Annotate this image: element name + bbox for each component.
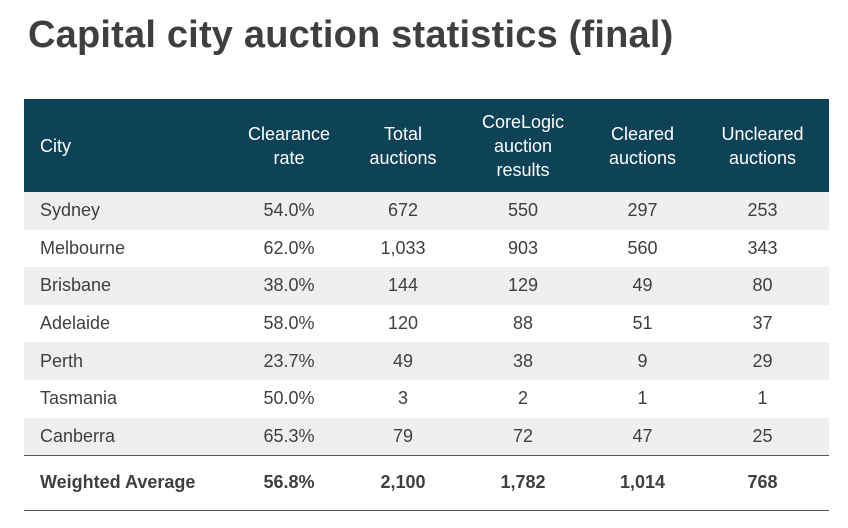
cell-corelogic-results: 550 — [507, 200, 539, 221]
cell-corelogic-results: 903 — [507, 237, 539, 258]
cell-clearance-rate: 23.7% — [263, 350, 315, 371]
cell-total-auctions: 1,033 — [380, 237, 426, 258]
cell-cleared-auctions: 9 — [637, 350, 648, 371]
cell-total-auctions: 3 — [397, 388, 408, 409]
table-row: Sydney 54.0% 672 550 297 253 — [24, 192, 829, 230]
cell-city: Adelaide — [40, 313, 111, 334]
column-header-line: rate — [273, 147, 305, 168]
column-header-clearance-rate: Clearance rate — [229, 99, 349, 192]
total-cell-clearance-rate: 56.8% — [229, 454, 349, 511]
total-cell-corelogic-results: 1,782 — [457, 454, 589, 511]
cell-total-auctions: 144 — [387, 275, 419, 296]
column-header-line: City — [40, 135, 71, 156]
cell-corelogic-results: 2 — [517, 388, 528, 409]
column-header-city: City — [24, 99, 229, 192]
column-header-total-auctions: Total auctions — [349, 99, 457, 192]
column-header-line: Cleared — [610, 123, 675, 144]
weighted-average-row: Weighted Average 56.8% 2,100 1,782 1,014 768 — [24, 454, 829, 511]
column-header-line: Clearance — [247, 123, 331, 144]
column-header-line: auction — [493, 135, 553, 156]
column-header-uncleared-auctions: Uncleared auctions — [696, 99, 829, 192]
column-header-cleared-auctions: Cleared auctions — [589, 99, 696, 192]
cell-uncleared-auctions: 37 — [752, 313, 773, 334]
cell-cleared-auctions: 560 — [627, 237, 658, 258]
table-footer: Weighted Average 56.8% 2,100 1,782 1,014 768 — [24, 454, 829, 511]
cell-uncleared-auctions: 343 — [747, 237, 778, 258]
cell-uncleared-auctions: 253 — [747, 200, 778, 221]
table-header: City Clearance rate Total auctions CoreLogic a… — [24, 99, 829, 192]
table-body: Sydney 54.0% 672 550 297 253 Melbourne 62.0% 1,0… — [24, 192, 829, 456]
cell-total-auctions: 120 — [387, 313, 419, 334]
column-header-line: results — [496, 159, 550, 180]
cell-cleared-auctions: 297 — [627, 200, 658, 221]
cell-uncleared-auctions: 80 — [752, 275, 773, 296]
cell-cleared-auctions: 47 — [632, 425, 653, 446]
cell-clearance-rate: 62.0% — [263, 237, 315, 258]
cell-city: Sydney — [40, 200, 101, 221]
table-row: Adelaide 58.0% 120 88 51 37 — [24, 304, 829, 343]
column-header-line: Total — [383, 123, 423, 144]
cell-total-auctions: 49 — [392, 350, 414, 371]
column-header-line: auctions — [728, 147, 797, 168]
table-row: Brisbane 38.0% 144 129 49 80 — [24, 267, 829, 305]
cell-total-auctions: 672 — [387, 200, 419, 221]
cell-city: Canberra — [40, 425, 116, 446]
table-row: Perth 23.7% 49 38 9 29 — [24, 342, 829, 380]
cell-total-auctions: 79 — [392, 425, 414, 446]
cell-corelogic-results: 88 — [512, 313, 534, 334]
column-header-corelogic-results: CoreLogic auction results — [457, 99, 589, 192]
cell-city: Brisbane — [40, 275, 112, 296]
cell-clearance-rate: 65.3% — [263, 425, 315, 446]
cell-clearance-rate: 50.0% — [263, 388, 315, 409]
cell-city: Melbourne — [40, 237, 126, 258]
total-cell-uncleared-auctions: 768 — [696, 454, 829, 511]
cell-corelogic-results: 38 — [512, 350, 534, 371]
total-cell-city: Weighted Average — [24, 454, 229, 511]
cell-uncleared-auctions: 1 — [757, 388, 768, 409]
total-cell-total-auctions: 2,100 — [349, 454, 457, 511]
column-header-line: Uncleared — [721, 123, 804, 144]
table-row: Canberra 65.3% 79 72 47 25 — [24, 417, 829, 456]
page-title: Capital city auction statistics (final) — [28, 14, 674, 56]
cell-clearance-rate: 58.0% — [263, 313, 315, 334]
cell-cleared-auctions: 49 — [632, 275, 653, 296]
cell-uncleared-auctions: 29 — [752, 350, 773, 371]
column-header-line: CoreLogic — [481, 111, 565, 132]
cell-clearance-rate: 54.0% — [263, 200, 315, 221]
cell-uncleared-auctions: 25 — [752, 425, 773, 446]
cell-city: Perth — [40, 350, 84, 371]
auction-stats-table: City Clearance rate Total auctions CoreLogic a… — [24, 99, 829, 511]
column-header-line: auctions — [608, 147, 677, 168]
cell-corelogic-results: 129 — [507, 275, 539, 296]
table-row: Melbourne 62.0% 1,033 903 560 343 — [24, 229, 829, 268]
column-header-line: auctions — [369, 147, 437, 168]
cell-city: Tasmania — [40, 388, 118, 409]
cell-corelogic-results: 72 — [512, 425, 534, 446]
table-row: Tasmania 50.0% 3 2 1 1 — [24, 379, 829, 418]
cell-cleared-auctions: 51 — [632, 313, 653, 334]
total-cell-cleared-auctions: 1,014 — [589, 454, 696, 511]
cell-clearance-rate: 38.0% — [263, 275, 315, 296]
cell-cleared-auctions: 1 — [637, 388, 648, 409]
header-row: City Clearance rate Total auctions CoreLogic a… — [24, 99, 829, 192]
